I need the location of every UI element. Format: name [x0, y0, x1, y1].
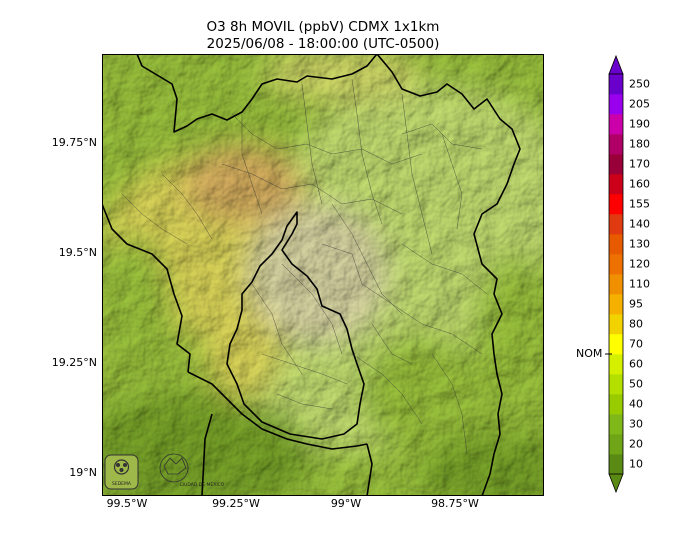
cdmx-logo-text: CIUDAD DE MÉXICO	[180, 480, 225, 488]
colorbar-tick-label: 190	[629, 117, 650, 131]
colorbar-segment	[609, 454, 623, 475]
colorbar-tick-label: 180	[629, 137, 650, 151]
lat-label-195: 19.5°N	[58, 246, 97, 259]
colorbar-outline	[608, 73, 624, 475]
sedema-logo-text: SEDEMA	[112, 481, 132, 487]
colorbar-segment	[609, 334, 623, 355]
colorbar-segment	[609, 174, 623, 195]
colorbar-segment	[609, 234, 623, 255]
state-boundary-south	[187, 371, 368, 450]
colorbar-segment	[609, 194, 623, 215]
colorbar-tick-label: 60	[629, 357, 643, 371]
lat-label-1975: 19.75°N	[51, 136, 97, 149]
colorbar-segment	[609, 374, 623, 395]
state-boundary-north	[136, 54, 378, 133]
colorbar-tick-label: 205	[629, 97, 650, 111]
colorbar-tick-label: 80	[629, 317, 643, 331]
colorbar-tick-label: 70	[629, 337, 643, 351]
colorbar-tick-label: 160	[629, 177, 650, 191]
colorbar-segment	[609, 134, 623, 155]
colorbar-tick-label: 50	[629, 377, 643, 391]
colorbar-tick-label: 95	[629, 297, 643, 311]
lon-label-9925: 99.25°W	[212, 497, 260, 510]
ozone-map: SEDEMA CIUDAD DE MÉXICO	[102, 54, 544, 496]
colorbar-max-arrow	[608, 54, 624, 75]
colorbar-tick-label: 250	[629, 77, 650, 91]
lon-label-9875: 98.75°W	[431, 497, 479, 510]
map-title: O3 8h MOVIL (ppbV) CDMX 1x1km	[206, 19, 440, 35]
colorbar-segment	[609, 294, 623, 315]
colorbar-segment	[609, 314, 623, 335]
colorbar-tick-label: 10	[629, 457, 643, 471]
cdmx-boundary	[226, 211, 365, 440]
colorbar-tick-label: 110	[629, 277, 650, 291]
colorbar-segment	[609, 94, 623, 115]
colorbar-segment	[609, 354, 623, 375]
colorbar	[605, 54, 624, 494]
colorbar-tick-label: 155	[629, 197, 650, 211]
colorbar-segment	[609, 434, 623, 455]
lat-label-1925: 19.25°N	[51, 356, 97, 369]
cdmx-logo: CIUDAD DE MÉXICO	[159, 453, 225, 488]
colorbar-segment	[609, 74, 623, 95]
colorbar-segment	[609, 114, 623, 135]
lon-label-99: 99°W	[330, 497, 362, 510]
state-boundary-east	[376, 54, 521, 496]
colorbar-segment	[609, 274, 623, 295]
colorbar-segment	[609, 214, 623, 235]
district-line-south	[201, 413, 213, 496]
colorbar-tick-label: 130	[629, 237, 650, 251]
colorbar-tick-label: 170	[629, 157, 650, 171]
colorbar-segment	[609, 254, 623, 275]
colorbar-tick-label: 30	[629, 417, 643, 431]
colorbar-tick-label: 140	[629, 217, 650, 231]
nom-label: NOM	[576, 347, 603, 360]
colorbar-segment	[609, 394, 623, 415]
colorbar-min-arrow	[608, 473, 624, 494]
sedema-logo: SEDEMA	[104, 454, 139, 490]
colorbar-segment	[609, 154, 623, 175]
colorbar-tick-label: 120	[629, 257, 650, 271]
map-subtitle: 2025/06/08 - 18:00:00 (UTC-0500)	[206, 36, 440, 52]
state-boundary-west	[102, 203, 191, 373]
colorbar-segment	[609, 414, 623, 435]
colorbar-tick-label: 20	[629, 437, 643, 451]
colorbar-tick-label: 40	[629, 397, 643, 411]
district-line-southeast	[366, 443, 373, 496]
lon-label-995: 99.5°W	[106, 497, 148, 510]
lat-label-19: 19°N	[69, 466, 97, 479]
